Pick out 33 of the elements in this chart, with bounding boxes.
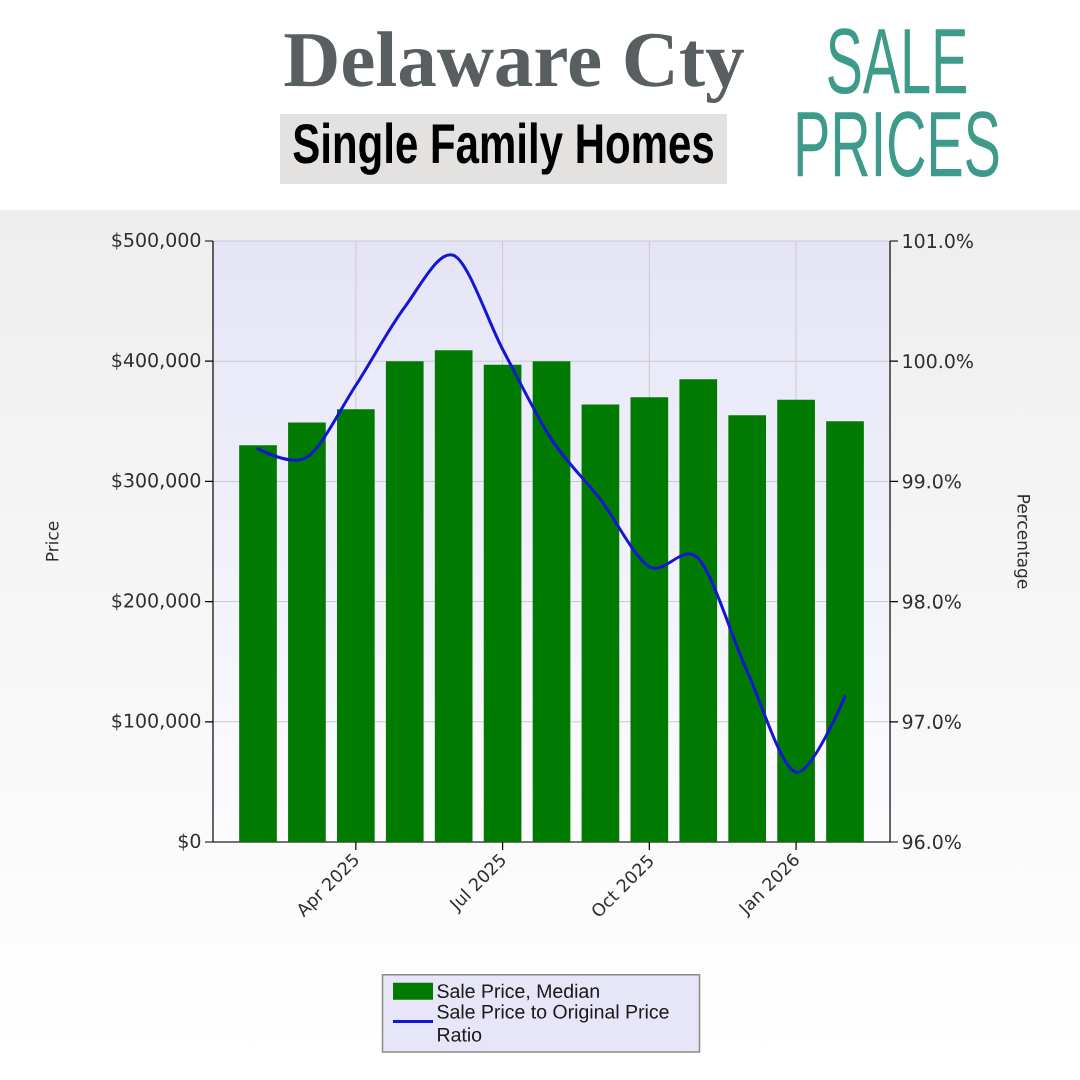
- bar: [581, 404, 620, 842]
- y-tick-label: $500,000: [112, 232, 201, 250]
- y2-tick-label: 97.0%: [902, 714, 961, 729]
- bar: [337, 409, 375, 842]
- y-axis-title: Price: [45, 521, 59, 561]
- bar: [679, 379, 718, 842]
- legend-label: Sale Price to Original Price Ratio: [437, 1004, 669, 1042]
- line-series: [256, 253, 847, 774]
- y2-tick-label: 99.0%: [902, 474, 961, 489]
- bar: [826, 421, 864, 842]
- bar: [728, 415, 767, 842]
- bar: [239, 445, 277, 842]
- y-tick-label: $100,000: [112, 713, 201, 731]
- bar: [532, 361, 571, 842]
- y2-tick-label: 96.0%: [902, 834, 961, 850]
- y-tick-label: $300,000: [112, 472, 201, 491]
- bar: [483, 364, 522, 842]
- chart-subtitle: Single Family Homes: [293, 122, 713, 175]
- bar: [630, 397, 669, 842]
- y-tick-label: $400,000: [112, 352, 201, 370]
- bar: [777, 399, 815, 842]
- y2-tick-label: 101.0%: [903, 233, 973, 249]
- bar: [288, 422, 326, 842]
- bar: [434, 350, 473, 842]
- y-tick-label: $200,000: [112, 592, 201, 611]
- text: SALE PRICES: [797, 28, 999, 178]
- y2-axis-title: Percentage: [1014, 495, 1030, 589]
- bar: [385, 361, 424, 842]
- y2-tick-label: 98.0%: [902, 594, 961, 609]
- y2-tick-label: 100.0%: [903, 354, 973, 369]
- chart-title: Delaware Cty: [284, 31, 744, 104]
- y-tick-label: $0: [178, 833, 201, 851]
- legend-label: Sale Price, Median: [437, 983, 599, 1001]
